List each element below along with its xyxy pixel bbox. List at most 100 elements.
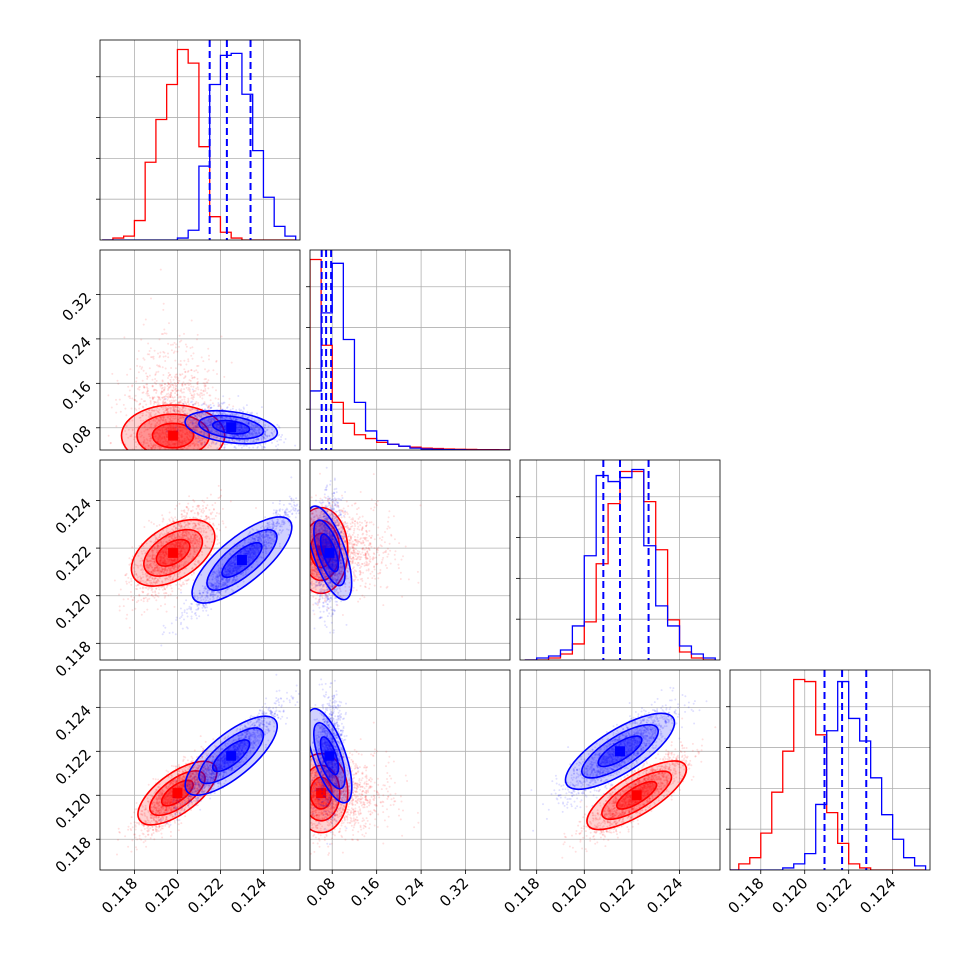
scatter-point-red [155,382,158,385]
scatter-point-red [169,425,172,428]
scatter-point-blue [255,424,258,427]
scatter-point-red [157,420,160,423]
scatter-point-red [233,440,236,443]
scatter-point-blue [256,439,259,441]
scatter-point-red [177,431,180,434]
scatter-point-red [142,385,145,388]
scatter-point-blue [199,430,202,433]
scatter-point-red [189,432,192,435]
scatter-point-red [134,451,136,453]
scatter-point-red [165,610,168,613]
scatter-point-red [176,452,178,454]
scatter-point-red [153,402,156,405]
scatter-point-blue [236,434,239,437]
scatter-point-red [178,437,180,440]
scatter-point-blue [181,614,184,617]
scatter-point-red [222,522,225,525]
scatter-point-red [193,376,196,379]
scatter-point-red [185,427,188,430]
scatter-point-red [183,359,186,362]
scatter-point-red [178,379,181,382]
scatter-point-red [171,409,174,412]
scatter-point-red [135,409,138,411]
scatter-point-blue [243,425,246,428]
scatter-point-blue [241,434,244,437]
scatter-point-red [173,405,176,408]
scatter-point-red [174,440,177,443]
scatter-point-red [183,440,186,442]
scatter-point-red [184,401,187,404]
scatter-point-blue [242,434,245,436]
scatter-point-blue [243,444,246,447]
scatter-point-blue [242,456,244,458]
scatter-point-red [209,451,211,453]
scatter-point-blue [263,446,266,449]
scatter-point-red [167,594,170,597]
scatter-point-red [173,417,176,420]
scatter-point-blue [222,401,225,404]
scatter-point-blue [216,422,219,425]
scatter-point-red [179,360,182,362]
scatter-point-blue [242,420,245,423]
scatter-point-blue [241,414,244,417]
scatter-point-red [160,418,163,420]
scatter-point-blue [219,432,222,435]
scatter-point-red [160,333,163,335]
scatter-point-blue [220,446,223,449]
scatter-point-red [197,402,200,404]
scatter-point-red [220,494,223,497]
scatter-point-red [127,395,130,398]
scatter-point-red [130,583,133,586]
scatter-point-blue [218,423,221,426]
scatter-point-red [158,383,161,386]
scatter-point-red [211,504,214,507]
scatter-point-red [115,398,117,401]
scatter-point-red [149,425,152,428]
scatter-point-red [133,398,136,401]
scatter-point-red [201,397,204,400]
scatter-point-red [147,592,150,595]
scatter-point-blue [233,446,236,449]
scatter-point-blue [193,417,196,420]
scatter-point-blue [223,424,226,427]
scatter-point-red [166,444,169,447]
scatter-point-red [119,410,122,413]
scatter-point-blue [221,432,224,435]
scatter-point-red [228,397,231,400]
scatter-point-red [178,430,181,432]
scatter-point-red [174,516,177,519]
scatter-point-blue [250,417,253,420]
scatter-point-red [142,391,145,394]
scatter-point-red [207,453,209,455]
scatter-point-red [181,443,184,446]
scatter-point-blue [232,417,235,420]
scatter-point-red [151,397,154,400]
scatter-point-red [126,613,129,616]
scatter-point-red [158,435,161,438]
scatter-point-blue [212,417,215,420]
scatter-point-red [180,435,182,437]
scatter-point-red [156,437,159,440]
scatter-point-red [187,418,190,421]
scatter-point-red [140,338,143,341]
scatter-point-red [184,343,187,346]
scatter-point-blue [256,433,259,436]
scatter-point-red [179,584,182,587]
scatter-point-red [185,514,188,517]
scatter-point-red [194,443,197,446]
scatter-point-red [186,370,189,373]
scatter-point-red [187,358,190,361]
scatter-point-red [179,395,182,398]
scatter-point-red [193,393,196,396]
scatter-point-red [168,402,171,405]
scatter-point-red [207,369,210,372]
scatter-point-blue [219,412,222,415]
scatter-point-red [176,394,179,397]
scatter-point-blue [235,428,238,431]
scatter-point-red [203,382,206,385]
scatter-point-red [125,425,128,428]
scatter-point-blue [237,428,239,431]
scatter-point-red [175,373,178,376]
scatter-point-red [161,366,164,369]
